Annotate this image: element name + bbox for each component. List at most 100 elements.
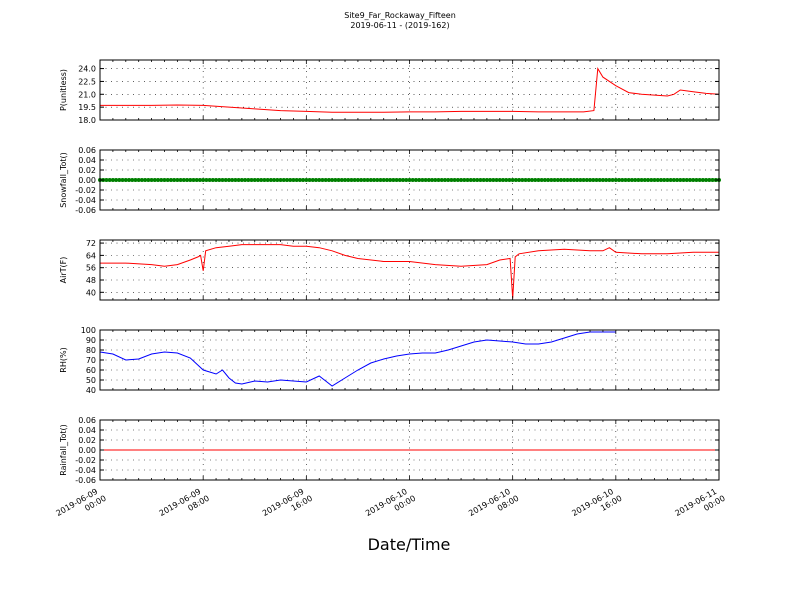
- panel2-point: [272, 178, 277, 182]
- panel2-point: [491, 178, 496, 182]
- panel2-point: [143, 178, 148, 182]
- panel2-point: [123, 178, 128, 182]
- panel3-series-line: [100, 244, 719, 299]
- panel2-point: [523, 178, 528, 182]
- panel2-point: [249, 178, 254, 182]
- panel5-ylabel: Rainfall_Tot(): [59, 424, 68, 476]
- panel2-point: [223, 178, 228, 182]
- panel2-point: [671, 178, 676, 182]
- panel2-point: [710, 178, 715, 182]
- panel1-ytick-label: 24.0: [78, 65, 96, 74]
- panel2-point: [359, 178, 364, 182]
- panel2-point: [478, 178, 483, 182]
- panel2-point: [700, 178, 705, 182]
- panel2-point: [436, 178, 441, 182]
- panel4-ytick-label: 60: [86, 366, 96, 375]
- panel2-point: [333, 178, 338, 182]
- panel2-point: [188, 178, 193, 182]
- panel2-point: [620, 178, 625, 182]
- panel2-point: [681, 178, 686, 182]
- panel2-point: [584, 178, 589, 182]
- panel2-point: [517, 178, 522, 182]
- panel2-point: [146, 178, 151, 182]
- panel2-point: [691, 178, 696, 182]
- panel2-point: [236, 178, 241, 182]
- figure-subtitle: 2019-06-11 - (2019-162): [350, 21, 450, 30]
- panel2-ytick-label: 0.06: [78, 146, 96, 155]
- panel2-point: [513, 178, 518, 182]
- panel2-point: [291, 178, 296, 182]
- panel2-point: [156, 178, 161, 182]
- panel2-point: [494, 178, 499, 182]
- panel2-point: [533, 178, 538, 182]
- panel2-point: [536, 178, 541, 182]
- panel2-point: [323, 178, 328, 182]
- panel2-point: [349, 178, 354, 182]
- panel2-point: [684, 178, 689, 182]
- panel2-point: [462, 178, 467, 182]
- panel2-point: [317, 178, 322, 182]
- panel2-point: [581, 178, 586, 182]
- panel2-point: [139, 178, 144, 182]
- panel2-point: [255, 178, 260, 182]
- panel2-point: [204, 178, 209, 182]
- panel2-point: [320, 178, 325, 182]
- panel2-point: [568, 178, 573, 182]
- panel2-ytick-label: 0.02: [78, 166, 96, 175]
- panel2-point: [394, 178, 399, 182]
- panel2-point: [504, 178, 509, 182]
- panel2-point: [591, 178, 596, 182]
- panel4-ytick-label: 40: [86, 386, 96, 395]
- panel2-point: [633, 178, 638, 182]
- panel1-ytick-label: 19.5: [78, 103, 96, 112]
- panel2-point: [265, 178, 270, 182]
- panel2-point: [288, 178, 293, 182]
- panel2-point: [301, 178, 306, 182]
- panel2-point: [407, 178, 412, 182]
- panel2-point: [507, 178, 512, 182]
- panel2-ytick-label: -0.04: [75, 196, 96, 205]
- panel2-point: [658, 178, 663, 182]
- panel2-point: [172, 178, 177, 182]
- panel2-point: [297, 178, 302, 182]
- panel2-point: [649, 178, 654, 182]
- panel2-point: [384, 178, 389, 182]
- panel2-point: [678, 178, 683, 182]
- panel2-point: [339, 178, 344, 182]
- panel2-point: [230, 178, 235, 182]
- panel2-point: [510, 178, 515, 182]
- panel2-point: [243, 178, 248, 182]
- panel2-point: [459, 178, 464, 182]
- panel4-ytick-label: 70: [86, 356, 96, 365]
- panel2-point: [136, 178, 141, 182]
- panel2-point: [381, 178, 386, 182]
- panel2-point: [343, 178, 348, 182]
- panel2-point: [159, 178, 164, 182]
- panel2-point: [623, 178, 628, 182]
- panel2-point: [439, 178, 444, 182]
- panel2-point: [636, 178, 641, 182]
- panel2-point: [336, 178, 341, 182]
- panel4-ytick-label: 80: [86, 346, 96, 355]
- panel2-point: [610, 178, 615, 182]
- panel2-point: [401, 178, 406, 182]
- panel2-point: [352, 178, 357, 182]
- panel5-ytick-label: -0.06: [75, 476, 96, 485]
- panel2-point: [207, 178, 212, 182]
- panel2-point: [707, 178, 712, 182]
- panel4-ylabel: RH(%): [59, 347, 68, 372]
- panel2-point: [326, 178, 331, 182]
- panel2-point: [526, 178, 531, 182]
- panel2-point: [127, 178, 132, 182]
- panel1-ytick-label: 21.0: [78, 90, 96, 99]
- panel2-point: [217, 178, 222, 182]
- panel2-point: [226, 178, 231, 182]
- panel2-point: [259, 178, 264, 182]
- panel2-point: [497, 178, 502, 182]
- panel2-point: [542, 178, 547, 182]
- panel2-ytick-label: -0.06: [75, 206, 96, 215]
- panel2-point: [197, 178, 202, 182]
- panel2-point: [652, 178, 657, 182]
